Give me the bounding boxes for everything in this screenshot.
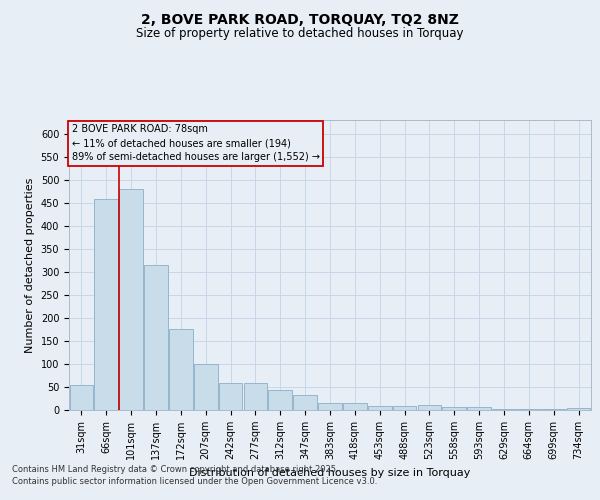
Bar — [318, 403, 342, 410]
Text: Contains HM Land Registry data © Crown copyright and database right 2025.: Contains HM Land Registry data © Crown c… — [12, 466, 338, 474]
Bar — [94, 199, 118, 410]
Bar — [70, 384, 93, 410]
Bar — [144, 266, 168, 410]
Text: Size of property relative to detached houses in Torquay: Size of property relative to detached ho… — [136, 28, 464, 40]
Bar — [169, 330, 193, 410]
Bar — [542, 408, 566, 410]
Text: 2, BOVE PARK ROAD, TORQUAY, TQ2 8NZ: 2, BOVE PARK ROAD, TORQUAY, TQ2 8NZ — [141, 12, 459, 26]
Bar — [119, 189, 143, 410]
Y-axis label: Number of detached properties: Number of detached properties — [25, 178, 35, 352]
Bar — [393, 406, 416, 410]
Bar — [442, 407, 466, 410]
Bar — [418, 406, 441, 410]
Bar — [368, 406, 392, 410]
Bar — [492, 408, 516, 410]
Bar — [567, 408, 590, 410]
Bar — [293, 396, 317, 410]
Bar — [194, 364, 218, 410]
Text: Contains public sector information licensed under the Open Government Licence v3: Contains public sector information licen… — [12, 477, 377, 486]
Text: 2 BOVE PARK ROAD: 78sqm
← 11% of detached houses are smaller (194)
89% of semi-d: 2 BOVE PARK ROAD: 78sqm ← 11% of detache… — [71, 124, 320, 162]
Bar — [467, 407, 491, 410]
Bar — [343, 403, 367, 410]
Bar — [517, 408, 541, 410]
Bar — [268, 390, 292, 410]
Bar — [219, 383, 242, 410]
X-axis label: Distribution of detached houses by size in Torquay: Distribution of detached houses by size … — [190, 468, 470, 477]
Bar — [244, 383, 267, 410]
